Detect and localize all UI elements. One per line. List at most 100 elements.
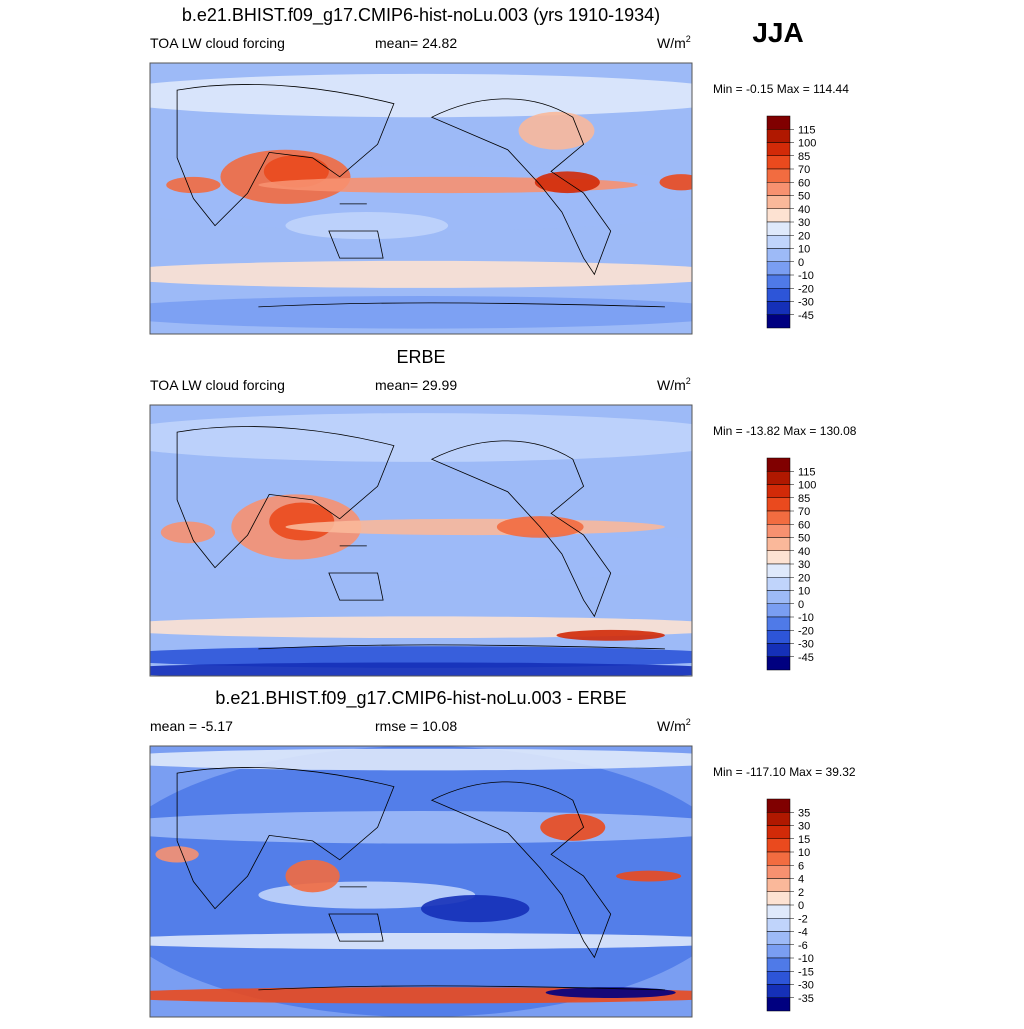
- stat-label: TOA LW cloud forcing: [150, 377, 285, 393]
- colorbar-label: -30: [798, 639, 814, 651]
- coastline: [176, 767, 665, 991]
- colorbar-box: [766, 235, 791, 249]
- panel-stat: mean = -5.17: [150, 718, 233, 734]
- min-value: -0.15: [746, 82, 774, 96]
- colorbar-label: 10: [798, 586, 810, 598]
- field-blob: [556, 629, 665, 641]
- colorbar-box: [766, 957, 791, 972]
- colorbar-box: [766, 891, 791, 906]
- stat-value: -5.17: [201, 718, 233, 734]
- colorbar-box: [766, 984, 791, 998]
- colorbar-box: [766, 603, 791, 618]
- colorbar-box: [766, 590, 791, 604]
- field-blob: [166, 176, 221, 194]
- coastline: [176, 84, 665, 308]
- colorbar-box: [766, 931, 791, 945]
- colorbar-label: 20: [798, 572, 810, 584]
- colorbar-box: [766, 261, 791, 276]
- colorbar-label: 30: [798, 217, 810, 229]
- max-value: 114.44: [813, 82, 849, 96]
- units-sup: 2: [686, 34, 691, 44]
- colorbar-box: [766, 577, 791, 591]
- units: W/m2: [657, 717, 691, 734]
- stat-label: mean=: [375, 377, 418, 393]
- panel-stat: mean= 24.82: [375, 35, 457, 51]
- min-value: -117.10: [746, 765, 786, 779]
- map: [150, 63, 692, 334]
- max-value: 39.32: [826, 765, 856, 779]
- colorbar-label: 15: [798, 834, 810, 846]
- colorbar-box: [766, 248, 791, 262]
- colorbar-label: 10: [798, 847, 810, 859]
- max-label: Max =: [777, 82, 810, 96]
- colorbar-box: [766, 288, 791, 302]
- colorbar-box: [766, 825, 791, 839]
- field-blob: [285, 212, 449, 240]
- colorbar-label: -6: [798, 940, 808, 952]
- colorbar-label: 0: [798, 257, 804, 269]
- colorbar-box: [766, 798, 791, 813]
- colorbar-label: 60: [798, 519, 810, 531]
- colorbar-label: 0: [798, 599, 804, 611]
- colorbar-box: [766, 524, 791, 538]
- field-blob: [150, 413, 692, 462]
- colorbar-label: -10: [798, 612, 814, 624]
- colorbar-box: [766, 878, 791, 892]
- colorbar-box: [766, 997, 791, 1012]
- colorbar-box: [766, 497, 791, 512]
- colorbar-label: 4: [798, 874, 804, 886]
- colorbar-box: [766, 471, 791, 485]
- colorbar-box: [766, 563, 791, 578]
- field-blob: [150, 73, 692, 118]
- min-max: Min = -117.10 Max = 39.32: [713, 765, 856, 779]
- colorbar-label: -20: [798, 283, 814, 295]
- colorbar-label: 2: [798, 887, 804, 899]
- units-sup: 2: [686, 717, 691, 727]
- colorbar-box: [766, 510, 791, 525]
- field-blob: [150, 811, 692, 844]
- colorbar-label: 40: [798, 204, 810, 216]
- colorbar-box: [766, 208, 791, 223]
- field-blob: [659, 174, 692, 191]
- field-blob: [150, 616, 692, 639]
- colorbar-box: [766, 537, 791, 551]
- colorbar-box: [766, 221, 791, 236]
- colorbar-box: [766, 457, 791, 472]
- stat-value: 29.99: [422, 377, 457, 393]
- colorbar-label: 70: [798, 164, 810, 176]
- colorbar-box: [766, 274, 791, 289]
- field-blob: [285, 518, 665, 536]
- colorbar-label: 20: [798, 230, 810, 242]
- colorbar-label: 115: [798, 124, 816, 136]
- colorbar-label: -30: [798, 980, 814, 992]
- panel-title: b.e21.BHIST.f09_g17.CMIP6-hist-noLu.003 …: [182, 5, 660, 26]
- colorbar-label: 85: [798, 151, 810, 163]
- field-blob: [518, 111, 595, 150]
- colorbar-box: [766, 142, 791, 156]
- colorbar-box: [766, 129, 791, 143]
- colorbar-label: -2: [798, 913, 808, 925]
- min-max: Min = -13.82 Max = 130.08: [713, 424, 857, 438]
- colorbar-box: [766, 195, 791, 209]
- colorbar-box: [766, 971, 791, 985]
- min-label: Min =: [713, 424, 743, 438]
- colorbar-box: [766, 918, 791, 932]
- colorbar-label: 30: [798, 559, 810, 571]
- colorbar-label: 100: [798, 138, 816, 150]
- colorbar-label: 35: [798, 807, 810, 819]
- stat-label: TOA LW cloud forcing: [150, 35, 285, 51]
- field-blob: [150, 748, 692, 771]
- units-base: W/m: [657, 718, 686, 734]
- colorbar-box: [766, 944, 791, 959]
- colorbar-label: -20: [798, 625, 814, 637]
- min-value: -13.82: [746, 424, 780, 438]
- stat-label: mean=: [375, 35, 418, 51]
- colorbar-label: 70: [798, 506, 810, 518]
- stat-value: 24.82: [422, 35, 457, 51]
- colorbar-label: 30: [798, 821, 810, 833]
- colorbar-box: [766, 656, 791, 671]
- colorbar-box: [766, 904, 791, 919]
- colorbar-label: -35: [798, 993, 814, 1005]
- panel-stat: TOA LW cloud forcing: [150, 35, 285, 51]
- colorbar-box: [766, 812, 791, 826]
